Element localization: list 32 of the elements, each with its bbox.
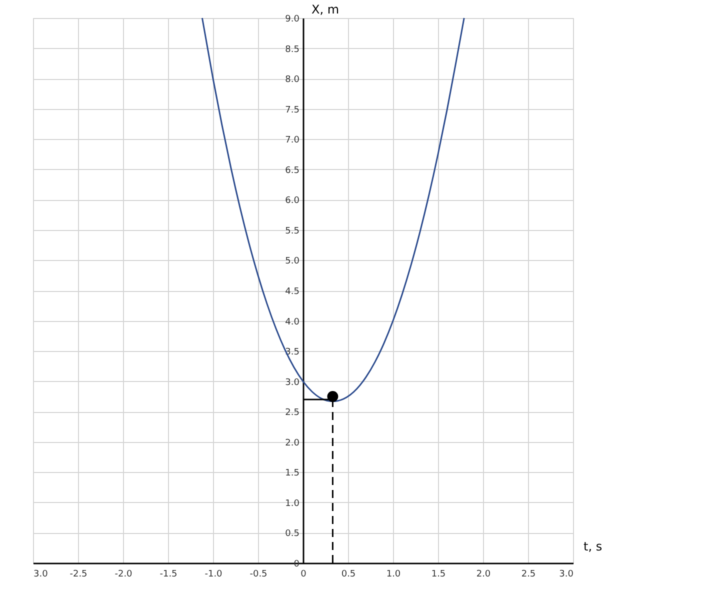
x-tick-label: -2.0 — [114, 570, 133, 580]
y-tick-label: 4.0 — [285, 317, 300, 328]
x-tick-label: 1.5 — [431, 570, 446, 580]
y-tick-label: 5.0 — [285, 256, 300, 267]
y-tick-label: 8.5 — [285, 44, 300, 55]
y-tick-label: 3.0 — [285, 378, 300, 388]
x-tick-label: 0.5 — [341, 570, 356, 580]
x-tick-label: 3.0 — [34, 570, 48, 580]
y-tick-label: 2.5 — [285, 408, 300, 418]
y-tick-label: 4.5 — [285, 287, 300, 297]
x-tick-label: 3.0 — [559, 570, 574, 580]
y-tick-label: 1.5 — [285, 468, 300, 479]
y-tick-label: 9.0 — [285, 14, 300, 24]
y-tick-label: 7.5 — [285, 105, 300, 116]
y-tick-label: 0.5 — [285, 529, 300, 540]
x-tick-label: -2.5 — [70, 570, 88, 580]
x-tick-label: 0 — [300, 570, 307, 580]
x-axis-title: t, s — [584, 540, 602, 554]
y-axis-title: X, m — [312, 2, 340, 16]
x-tick-label: -0.5 — [250, 570, 268, 580]
x-tick-label: -1.5 — [160, 570, 178, 580]
x-tick-label: 1.0 — [386, 570, 401, 580]
y-tick-label: 7.0 — [285, 136, 300, 146]
y-tick-label: 2.0 — [285, 438, 300, 448]
x-tick-label: 2.0 — [476, 570, 491, 580]
y-tick-label: 5.5 — [285, 226, 300, 236]
x-tick-label: 2.5 — [521, 570, 536, 580]
y-tick-label: 1.0 — [285, 498, 300, 509]
x-tick-label: -1.0 — [204, 570, 223, 580]
y-tick-label: 6.0 — [285, 196, 300, 206]
y-tick-label: 6.5 — [285, 166, 300, 176]
y-tick-label: 8.0 — [285, 75, 300, 86]
